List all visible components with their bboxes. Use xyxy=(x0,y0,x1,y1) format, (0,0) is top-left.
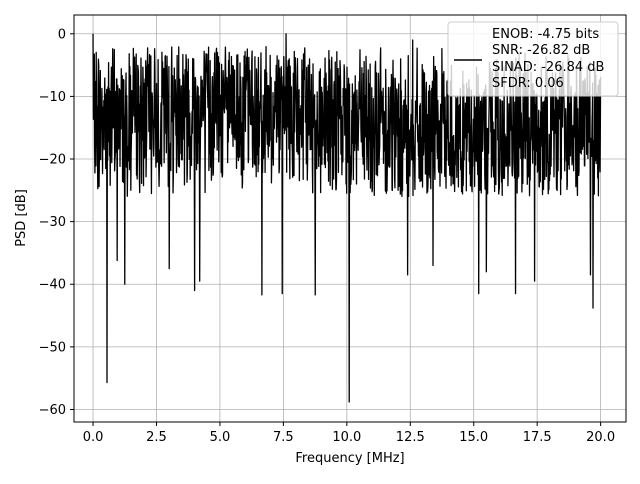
psd-series-line xyxy=(92,33,602,403)
y-tick-label: 0 xyxy=(58,27,66,42)
x-axis-label: Frequency [MHz] xyxy=(295,451,404,466)
x-tick-label: 12.5 xyxy=(396,430,425,445)
y-tick-label: −40 xyxy=(39,278,66,293)
legend-label-line-2: SNR: -26.82 dB xyxy=(492,43,590,58)
x-tick-label: 10.0 xyxy=(332,430,361,445)
x-tick-label: 0.0 xyxy=(83,430,104,445)
y-tick-label: −10 xyxy=(39,90,66,105)
psd-trace xyxy=(92,33,602,403)
axes-frame xyxy=(73,14,627,423)
x-tick-label: 15.0 xyxy=(459,430,488,445)
legend-box xyxy=(447,21,619,97)
x-tick-label: 7.5 xyxy=(273,430,294,445)
y-tick-label: −60 xyxy=(39,403,66,418)
legend: ENOB: -4.75 bits SNR: -26.82 dB SINAD: -… xyxy=(447,21,619,97)
x-tick-label: 5.0 xyxy=(210,430,231,445)
y-axis-ticks: 0 −10 −20 −30 −40 −50 −60 xyxy=(39,27,74,418)
x-axis-ticks: 0.0 2.5 5.0 7.5 10.0 12.5 15.0 17.5 20.0 xyxy=(83,422,615,445)
legend-label-line-1: ENOB: -4.75 bits xyxy=(492,27,599,42)
y-tick-label: −20 xyxy=(39,153,66,168)
x-tick-label: 17.5 xyxy=(523,430,552,445)
x-tick-label: 2.5 xyxy=(146,430,167,445)
y-axis-label: PSD [dB] xyxy=(14,189,29,247)
legend-label-line-3: SINAD: -26.84 dB xyxy=(492,60,604,75)
y-tick-label: −30 xyxy=(39,215,66,230)
y-tick-label: −50 xyxy=(39,340,66,355)
legend-label-line-4: SFDR: 0.06 xyxy=(492,76,564,91)
x-tick-label: 20.0 xyxy=(586,430,615,445)
